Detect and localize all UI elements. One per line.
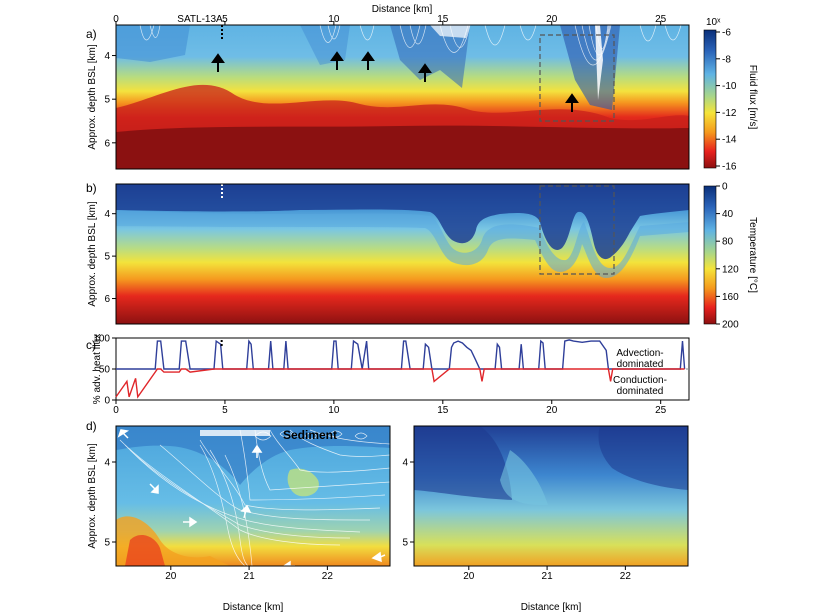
panel-c-ylabel: % adv. heat flux: [92, 334, 103, 404]
panel-d-left-xticks: 20 21 22: [165, 566, 333, 582]
y-tick-label: 5: [104, 95, 110, 106]
x-tick-label: 10: [328, 14, 340, 25]
colorbar-a: [703, 29, 717, 169]
panel-d-letter: d): [86, 419, 97, 433]
y-tick-label: 50: [99, 365, 111, 376]
y-tick-label: 4: [104, 51, 110, 62]
colorbar-tick-label: 120: [722, 264, 739, 275]
colorbar-tick-label: -10: [722, 81, 737, 92]
panel-d-left-yticks: 45: [104, 458, 116, 549]
x-tick-label: 20: [546, 14, 558, 25]
inset-box-a: [539, 34, 615, 122]
panel-b-yticks: 4 5 6: [104, 209, 116, 305]
panel-a-ylabel: Approx. depth BSL [km]: [87, 44, 98, 149]
panel-b-letter: b): [86, 181, 97, 195]
panel-a-xticks: 0 5 10 15 20 25: [113, 14, 667, 25]
panel-a-xlabel: Distance [km]: [372, 4, 433, 15]
x-tick-label: 0: [113, 14, 119, 25]
panel-a-letter: a): [86, 27, 97, 41]
y-tick-label: 4: [104, 458, 110, 469]
colorbar-b-label: Temperature [°C]: [747, 217, 758, 293]
panel-b-ylabel: Approx. depth BSL [km]: [87, 201, 98, 306]
panel-d-left-xlabel: Distance [km]: [223, 602, 284, 613]
series-conduction-line: [115, 368, 685, 399]
legend-advection: Advection-dominated: [616, 348, 663, 370]
y-tick-label: 5: [402, 538, 408, 549]
colorbar-tick-label: -6: [722, 28, 731, 39]
y-tick-label: 6: [104, 138, 110, 149]
y-tick-label: 0: [104, 396, 110, 407]
panel-c-letter: c): [86, 338, 96, 352]
x-tick-label: 15: [437, 14, 449, 25]
colorbar-tick-label: 80: [722, 237, 734, 248]
x-tick-label: 22: [620, 571, 632, 582]
colorbar-tick-label: 160: [722, 292, 739, 303]
panel-d-left-field: [116, 426, 390, 566]
colorbar-b: [703, 185, 717, 325]
inset-box-b: [539, 185, 615, 275]
y-tick-label: 4: [104, 209, 110, 220]
flow-arrows-a: [211, 51, 579, 112]
x-tick-label: 5: [222, 14, 228, 25]
panel-d: d): [86, 419, 689, 613]
x-tick-label: 20: [165, 571, 177, 582]
x-tick-label: 5: [222, 405, 228, 416]
colorbar-tick-label: 40: [722, 209, 734, 220]
panel-c: c) 0 5 10 15 20 25 0 50 100 % adv. heat flux Ad…: [86, 334, 690, 416]
panel-a-field: [116, 25, 689, 169]
panel-c-xticks: 0 5 10 15 20 25: [113, 400, 667, 416]
x-tick-label: 25: [655, 14, 667, 25]
x-tick-label: 21: [244, 571, 256, 582]
x-tick-label: 0: [113, 405, 119, 416]
y-tick-label: 5: [104, 252, 110, 263]
x-tick-label: 21: [542, 571, 554, 582]
panel-a-yticks: 4 5 6: [104, 51, 116, 149]
panel-c-yticks: 0 50 100: [93, 334, 116, 407]
x-tick-label: 20: [463, 571, 475, 582]
panel-b-field: [116, 184, 689, 324]
colorbar-tick-label: -12: [722, 108, 737, 119]
colorbar-tick-label: 0: [722, 182, 728, 193]
panel-d-right-yticks: 45: [402, 458, 414, 549]
panel-b: b) 4 5 6 Approx. depth BSL [km] 0 40 80 120 16…: [86, 181, 758, 331]
colorbar-a-label: Fluid flux [m/s]: [747, 65, 758, 130]
colorbar-tick-label: 200: [722, 320, 739, 331]
colorbar-a-exponent: 10ˣ: [706, 17, 721, 28]
panel-c-series: [115, 339, 686, 399]
x-tick-label: 10: [328, 405, 340, 416]
colorbar-b-ticks: 0 40 80 120 160 200: [716, 182, 739, 331]
y-tick-label: 100: [93, 334, 110, 345]
x-tick-label: 20: [546, 405, 558, 416]
colorbar-a-ticks: -6 -8 -10 -12 -14 -16: [716, 28, 737, 173]
panel-d-right-field: [414, 426, 688, 566]
panel-d-right-xticks: 20 21 22: [463, 566, 631, 582]
colorbar-tick-label: -8: [722, 54, 731, 65]
colorbar-tick-label: -16: [722, 162, 737, 173]
y-tick-label: 6: [104, 294, 110, 305]
x-tick-label: 15: [437, 405, 449, 416]
x-tick-label: 25: [655, 405, 667, 416]
panel-a: a) Distance [km]: [86, 4, 758, 173]
legend-conduction: Conduction-dominated: [613, 375, 667, 397]
y-tick-label: 4: [402, 458, 408, 469]
x-tick-label: 22: [322, 571, 334, 582]
y-tick-label: 5: [104, 538, 110, 549]
panel-d-right-xlabel: Distance [km]: [521, 602, 582, 613]
flow-arrows-d: [117, 429, 386, 566]
well-label: SATL-13A: [177, 14, 223, 25]
colorbar-tick-label: -14: [722, 135, 737, 146]
sediment-label: Sediment: [283, 428, 337, 442]
panel-d-left-ylabel: Approx. depth BSL [km]: [87, 443, 98, 548]
